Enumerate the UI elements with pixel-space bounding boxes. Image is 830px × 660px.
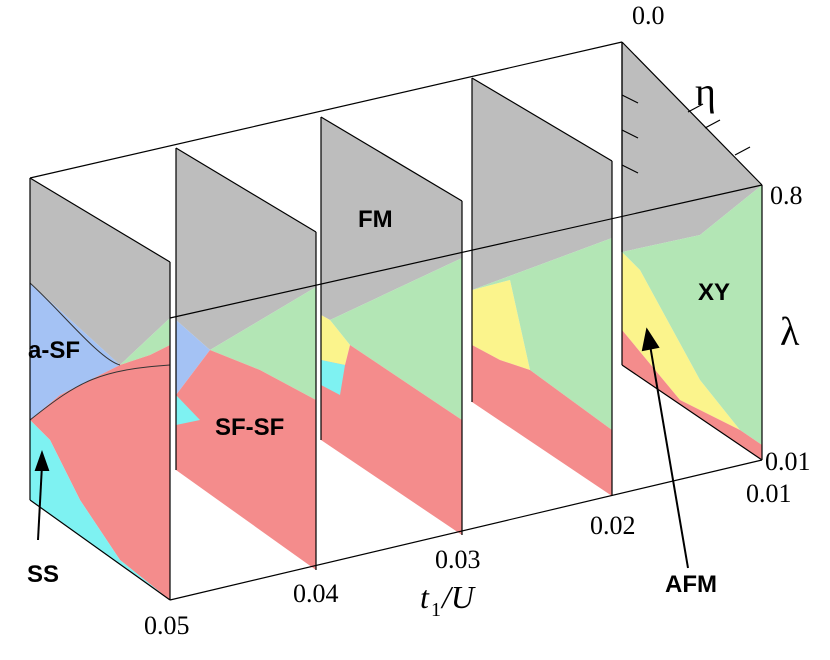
over-u: /U — [440, 579, 476, 615]
a-sf-label: a-SF — [28, 337, 80, 364]
fm-region — [472, 78, 612, 290]
afm-arrow-shaft — [649, 344, 689, 569]
t-tick-0.01: 0.01 — [746, 479, 792, 508]
xy-label: XY — [698, 279, 730, 306]
sf-sf-region — [622, 330, 762, 460]
panel-t-0.02 — [472, 78, 612, 496]
t-tick-0.02: 0.02 — [590, 511, 636, 540]
a-sf-region — [176, 320, 210, 395]
xy-region — [622, 185, 762, 445]
eta-tick-0.0: 0.0 — [632, 1, 665, 30]
t-letter: t — [420, 579, 430, 615]
eta-tick-0.8: 0.8 — [770, 181, 803, 210]
xy-region — [210, 287, 316, 400]
afm-arrow-head — [641, 327, 660, 352]
xy-region — [120, 318, 170, 365]
fm-region — [30, 178, 170, 365]
fm-region — [622, 42, 762, 252]
t1-over-u-axis-label: t 1 /U — [420, 579, 476, 621]
arrows — [34, 327, 689, 569]
afm-label: AFM — [665, 571, 717, 598]
fm-region — [321, 117, 462, 320]
panel-t-0.05 — [29, 178, 171, 600]
afm-region — [622, 252, 740, 430]
sf-sf-region — [472, 345, 612, 496]
t-tick-0.05: 0.05 — [144, 611, 190, 640]
panel-t-0.03 — [321, 117, 462, 535]
lambda-tick-0.01: 0.01 — [765, 447, 811, 476]
lambda-axis-label: λ — [780, 309, 800, 354]
t-subscript: 1 — [431, 599, 441, 621]
t-tick-0.03: 0.03 — [435, 545, 481, 574]
a-sf-region — [30, 283, 120, 420]
sf-sf-region — [176, 350, 316, 570]
ss-region — [176, 395, 200, 425]
panel-t-0.01 — [622, 42, 762, 460]
afm-region — [321, 315, 350, 365]
xy-region — [330, 258, 462, 420]
sf-sf-label: SF-SF — [215, 414, 284, 441]
sf-sf-region — [321, 345, 462, 535]
ss-region — [321, 360, 345, 395]
eta-axis-label: η — [695, 69, 716, 114]
ss-arrow-shaft — [37, 464, 43, 541]
fm-region — [176, 148, 316, 350]
afm-region — [472, 280, 530, 370]
sf-sf-region — [30, 345, 170, 600]
frame-lines — [29, 41, 763, 601]
ss-region — [30, 420, 170, 600]
ss-arrow-head — [34, 449, 50, 471]
panel-t-0.04 — [176, 148, 316, 570]
fm-label: FM — [358, 206, 393, 233]
xy-region — [472, 238, 612, 430]
t-tick-0.04: 0.04 — [293, 579, 339, 608]
ss-label: SS — [27, 561, 59, 588]
